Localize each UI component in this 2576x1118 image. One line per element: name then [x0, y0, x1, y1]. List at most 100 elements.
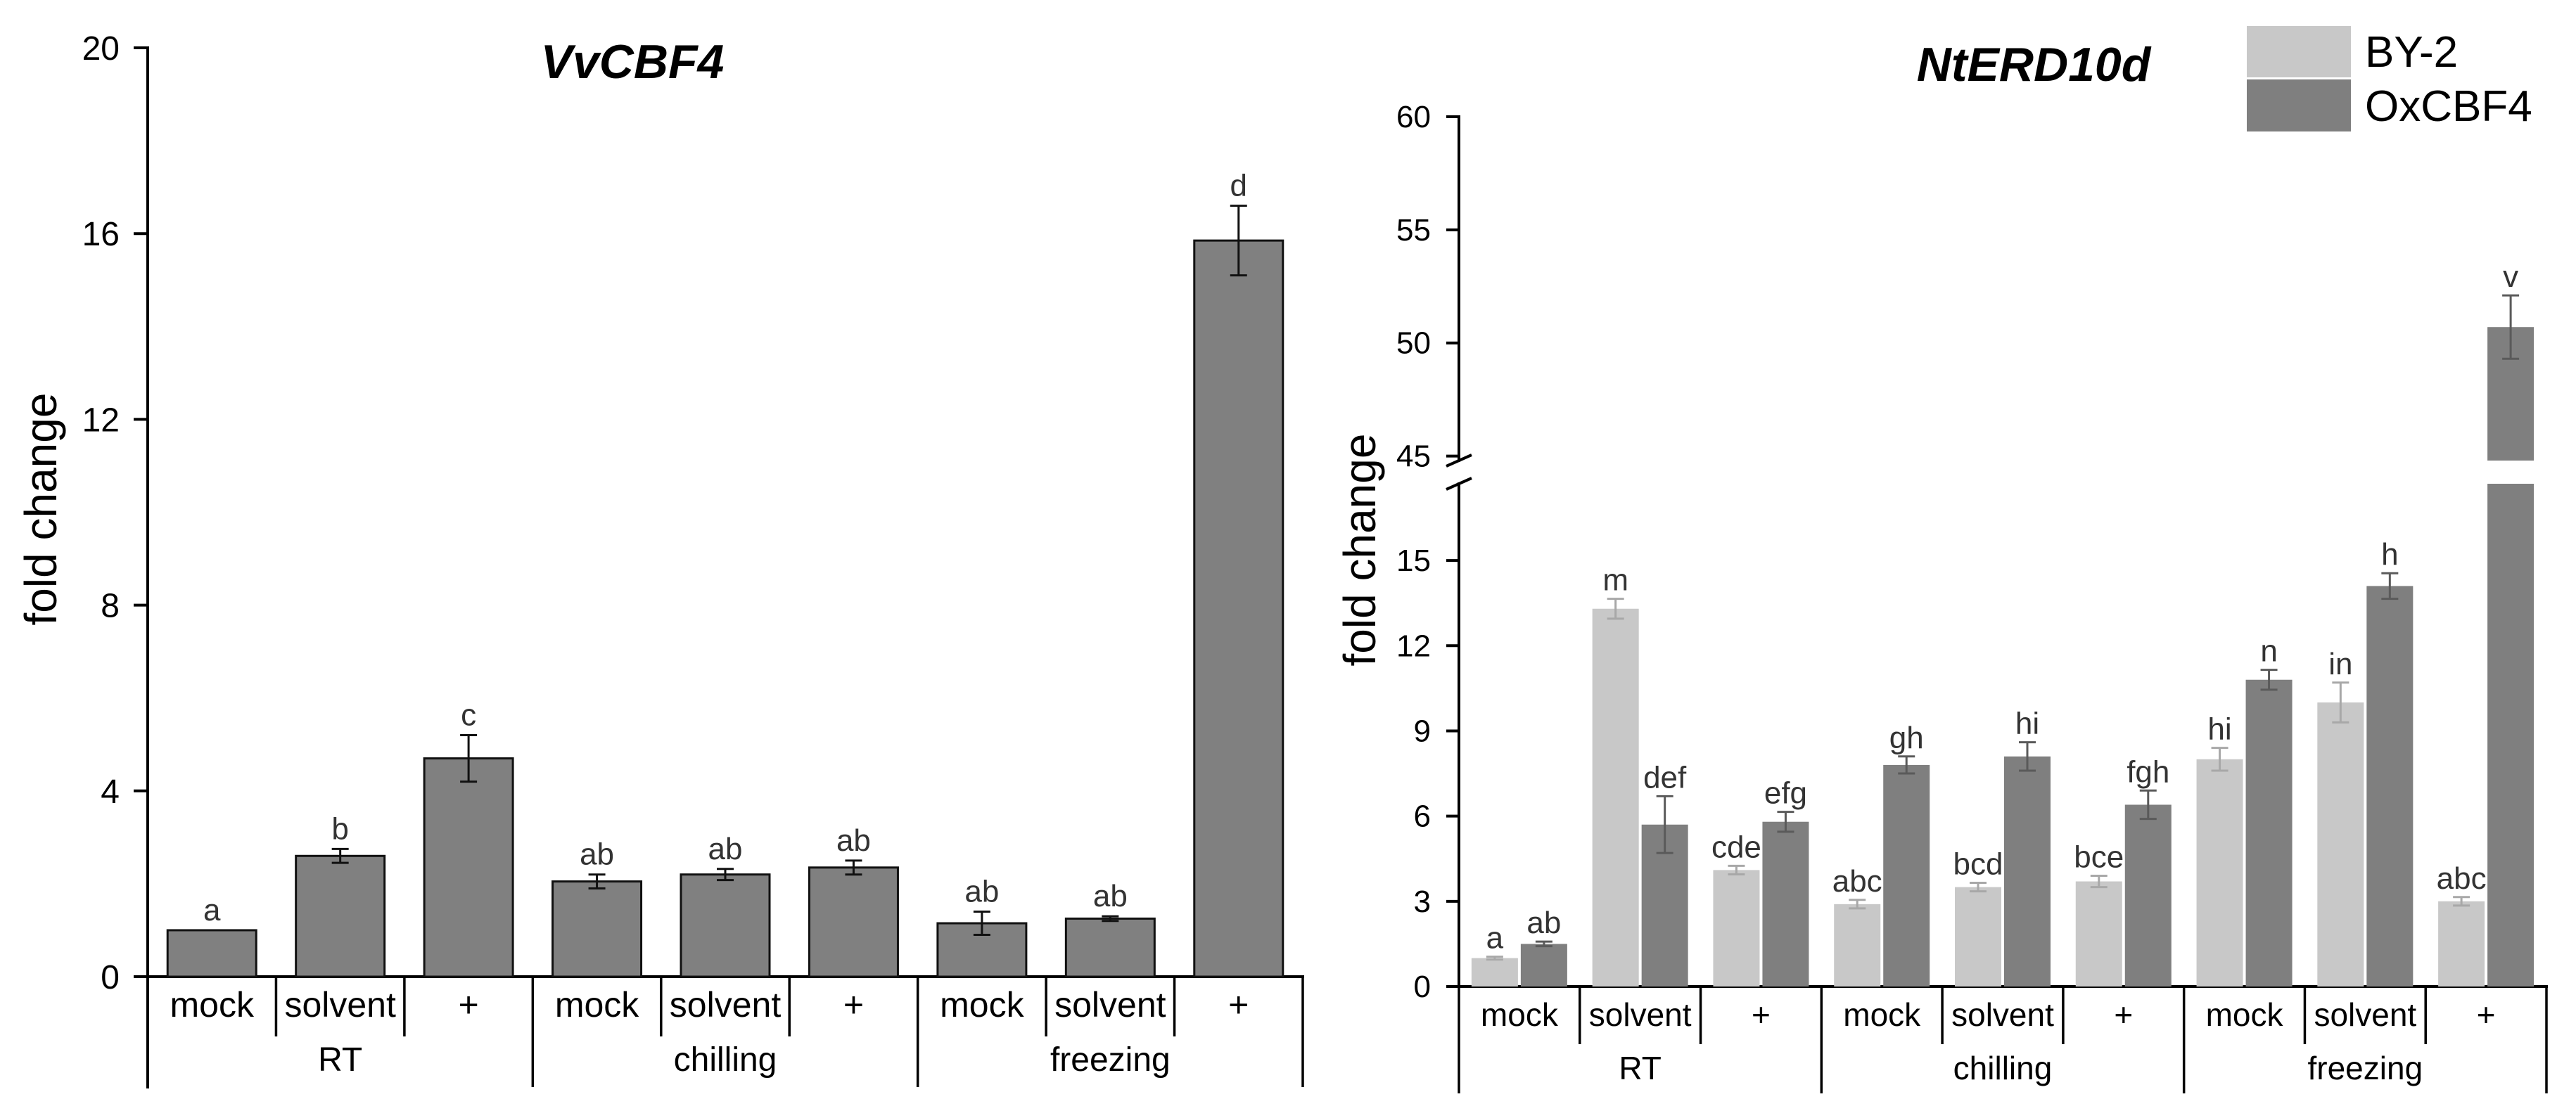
significance-letter: fgh — [2127, 754, 2169, 789]
significance-letter: ab — [1526, 906, 1561, 940]
bar — [1762, 821, 1809, 987]
category-label: solvent — [670, 985, 782, 1024]
significance-letter: m — [1602, 563, 1628, 598]
bar — [2438, 901, 2485, 987]
y-tick-label: 6 — [1414, 799, 1431, 834]
chart-title: NtERD10d — [1917, 38, 2152, 91]
group-label: RT — [1619, 1050, 1662, 1086]
nterd10d-chart: NtERD10d fold change BY-2 OxCBF4 45 50 55 60 0 3 6… — [1334, 26, 2548, 1093]
legend-swatch — [2247, 79, 2351, 131]
error-bar — [1102, 915, 1119, 923]
category-label: + — [2477, 996, 2496, 1033]
legend-swatch — [2247, 26, 2351, 77]
chart-title: VvCBF4 — [541, 35, 725, 89]
error-bar — [1230, 205, 1247, 277]
category-label: solvent — [2314, 996, 2416, 1033]
category-label: mock — [1843, 996, 1921, 1033]
error-bar — [331, 847, 349, 864]
bar — [2245, 679, 2293, 987]
error-bar — [1656, 795, 1673, 854]
category-label: solvent — [1054, 985, 1166, 1024]
axis-break-mark — [1446, 477, 1472, 491]
y-tick-label: 0 — [101, 959, 120, 996]
category-label: solvent — [284, 985, 396, 1024]
error-bar — [2332, 681, 2349, 724]
y-axis-label: fold change — [1334, 434, 1385, 667]
error-bar — [1970, 882, 1987, 893]
bar-lower-segment — [2487, 484, 2534, 987]
y-tick-label: 55 — [1396, 213, 1431, 248]
significance-letter: bcd — [1953, 847, 2003, 882]
category-label: + — [843, 985, 864, 1024]
significance-letter: bce — [2074, 840, 2124, 874]
error-bar — [1607, 598, 1624, 620]
vvcbf4-chart: VvCBF4 fold change 0 4 8 12 16 20 mock solvent + RT… — [15, 30, 1304, 1088]
y-tick-label: 9 — [1414, 714, 1431, 748]
legend-label: OxCBF4 — [2365, 82, 2532, 131]
error-bar — [2453, 896, 2470, 907]
axis-break-mark — [1446, 454, 1472, 468]
bar — [166, 929, 257, 978]
error-bar — [2502, 294, 2520, 360]
significance-letter: ab — [836, 823, 871, 858]
bar — [1955, 887, 2001, 987]
error-bar — [1777, 811, 1794, 833]
error-bar — [1486, 956, 1503, 961]
category-label: mock — [555, 985, 639, 1024]
bar — [1834, 904, 1881, 987]
bar — [423, 757, 514, 978]
significance-letter: gh — [1889, 721, 1924, 755]
group-label: freezing — [2308, 1050, 2423, 1086]
bar — [2366, 586, 2414, 987]
bar — [680, 873, 771, 978]
error-bar — [1728, 864, 1745, 875]
bar — [1520, 944, 1567, 987]
bar — [2075, 881, 2122, 987]
legend-label: BY-2 — [2365, 28, 2458, 77]
bar — [1883, 764, 1930, 987]
significance-letter: def — [1643, 760, 1687, 795]
y-tick-label: 15 — [1396, 544, 1431, 578]
significance-letter: v — [2503, 259, 2518, 294]
bar — [1471, 958, 1518, 987]
category-label: mock — [1481, 996, 1559, 1033]
error-bar — [2139, 789, 2157, 821]
bar — [808, 866, 899, 978]
y-tick-label: 8 — [101, 588, 120, 625]
error-bar — [2019, 741, 2036, 772]
y-tick-label: 4 — [101, 773, 120, 811]
bar — [1713, 870, 1760, 987]
y-tick-label: 50 — [1396, 326, 1431, 361]
y-tick-label: 0 — [1414, 970, 1431, 1004]
bar — [1592, 608, 1639, 987]
significance-letter: abc — [2437, 861, 2487, 896]
bar — [2196, 759, 2243, 987]
error-bar — [2211, 747, 2229, 772]
significance-letter: ab — [708, 832, 743, 866]
group-label: chilling — [1953, 1050, 2053, 1086]
legend: BY-2 OxCBF4 — [2247, 26, 2532, 131]
bar — [2004, 756, 2051, 987]
y-tick-label: 12 — [1396, 629, 1431, 663]
significance-letter: b — [331, 811, 348, 846]
category-label: mock — [940, 985, 1024, 1024]
bar — [551, 880, 643, 978]
y-tick-label: 16 — [82, 216, 120, 253]
bar — [1193, 239, 1284, 978]
category-label: + — [1752, 996, 1771, 1033]
bar — [1064, 917, 1156, 978]
category-label: solvent — [1589, 996, 1692, 1033]
significance-letter: hi — [2207, 712, 2231, 747]
group-label: chilling — [674, 1041, 777, 1079]
category-label: mock — [2206, 996, 2284, 1033]
significance-letter: in — [2328, 647, 2352, 681]
y-tick-label: 3 — [1414, 885, 1431, 919]
category-label: + — [2114, 996, 2133, 1033]
significance-letter: a — [203, 893, 221, 927]
significance-letter: d — [1230, 169, 1247, 203]
y-tick-label: 20 — [82, 30, 120, 68]
category-label: + — [1228, 985, 1249, 1024]
error-bar — [460, 734, 478, 783]
bar — [2124, 804, 2172, 987]
